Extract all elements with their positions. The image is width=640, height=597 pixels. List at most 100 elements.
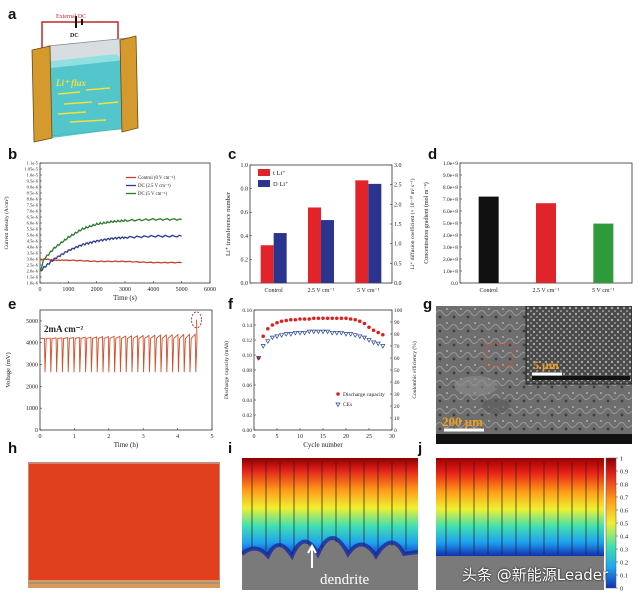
y2-tick-label: 3.0 bbox=[394, 163, 402, 169]
x-tick-label: Control bbox=[479, 288, 498, 294]
legend-label-0: Control (0 V cm⁻¹) bbox=[138, 175, 175, 181]
x-tick-label: 2 bbox=[107, 434, 110, 440]
panel-label-h: h bbox=[8, 440, 18, 457]
plot-frame bbox=[39, 309, 213, 431]
capacity-point bbox=[270, 323, 275, 327]
sem-inset bbox=[525, 305, 633, 385]
dendrite-field-sim: dendrite bbox=[240, 458, 419, 590]
colorbar-tick-label: 0.7 bbox=[620, 495, 629, 502]
y-tick-label: 1.0e-6 bbox=[27, 281, 39, 286]
legend-swatch-1 bbox=[258, 180, 270, 187]
left-electrode bbox=[31, 45, 53, 143]
y-axis-label: Li⁺ transference number bbox=[225, 191, 232, 256]
y-tick-label: 3.0e-6 bbox=[27, 257, 39, 262]
legend-label-1: D Li⁺ bbox=[273, 181, 289, 188]
x-tick-label: 15 bbox=[320, 434, 326, 440]
panel-label-i: i bbox=[228, 440, 233, 457]
colorbar-tick-label: 0.4 bbox=[620, 534, 629, 541]
y-tick-label: 5.5e-6 bbox=[27, 227, 39, 232]
y-tick-label: 8.0e+8 bbox=[443, 185, 458, 191]
y-tick-label: 2.0e-6 bbox=[27, 269, 39, 274]
sim-gradient bbox=[436, 458, 604, 556]
flux-arrows bbox=[57, 87, 119, 123]
capacity-point bbox=[381, 332, 385, 337]
capacity-point bbox=[321, 316, 325, 321]
x-tick-label: 5000 bbox=[176, 287, 188, 293]
bar-1 bbox=[536, 203, 556, 283]
ce-point bbox=[320, 329, 326, 335]
ce-point bbox=[329, 330, 335, 336]
li-flux-label: Li⁺ flux bbox=[55, 78, 87, 88]
capacity-point bbox=[261, 334, 265, 339]
zoom-region-box bbox=[485, 343, 513, 367]
y-tick-label: 0.10 bbox=[242, 353, 252, 359]
x-tick-label: 5 bbox=[276, 434, 279, 440]
y2-axis-label: Li⁺ diffusion coefficient (× 10⁻¹⁰ m² s⁻… bbox=[409, 178, 416, 269]
inset-scale-label: 5 μm bbox=[533, 358, 559, 372]
ce-point bbox=[255, 356, 262, 361]
y-tick-label: 1.5e-6 bbox=[27, 275, 39, 280]
y-tick-label: 0.4 bbox=[241, 234, 249, 240]
colorbar-tick-label: 0.8 bbox=[620, 482, 628, 489]
y-tick-label: 0.0 bbox=[241, 281, 249, 287]
y-tick-label: 1.0e+9 bbox=[443, 161, 458, 167]
capacity-point bbox=[307, 317, 311, 321]
y2-tick-label: 0.0 bbox=[394, 281, 402, 287]
ce-point bbox=[375, 341, 381, 347]
y2-tick-label: 100 bbox=[394, 308, 403, 314]
x-tick-label: 5 V cm⁻¹ bbox=[357, 288, 380, 294]
colorbar-svg: 1 0.9 0.8 0.7 0.6 0.5 0.4 0.3 0.2 0.1 0 bbox=[605, 456, 629, 593]
y-tick-label: 3.0e+8 bbox=[443, 245, 458, 251]
legend-label-1: CEs bbox=[343, 402, 352, 408]
y2-tick-label: 80 bbox=[394, 332, 400, 338]
ce-point bbox=[315, 329, 322, 335]
panel-g-sem: 5 μm 200 μm bbox=[436, 305, 633, 444]
ce-point bbox=[352, 333, 358, 338]
panel-label-b: b bbox=[8, 146, 18, 163]
ce-point bbox=[380, 344, 386, 349]
capacity-point bbox=[293, 317, 298, 322]
legend-swatch-1 bbox=[335, 402, 341, 408]
legend-swatch-0 bbox=[258, 169, 270, 176]
current-density-annotation: 2mA cm⁻² bbox=[44, 324, 83, 334]
x-tick-label: 1000 bbox=[62, 287, 74, 293]
capacity-point bbox=[325, 316, 330, 321]
y-tick-label: 3000 bbox=[26, 363, 38, 369]
sem-feature bbox=[482, 398, 510, 414]
field-lines bbox=[251, 462, 407, 550]
x-tick-label: 10 bbox=[297, 434, 303, 440]
panel-label-a: a bbox=[8, 6, 17, 23]
sim-field bbox=[29, 464, 219, 582]
panel-a-illustration: External DC DC Li⁺ flux bbox=[20, 10, 150, 148]
ce-point bbox=[343, 332, 349, 337]
capacity-point bbox=[348, 317, 353, 321]
capacity-point bbox=[279, 319, 284, 324]
colorbar: 1 0.9 0.8 0.7 0.6 0.5 0.4 0.3 0.2 0.1 0 bbox=[604, 456, 640, 593]
y2-tick-label: 0 bbox=[394, 428, 397, 434]
dendrite-edge bbox=[240, 536, 419, 561]
legend-label-0: t Li⁺ bbox=[273, 170, 286, 177]
capacity-point bbox=[358, 319, 362, 324]
bar-t-li bbox=[355, 180, 369, 283]
panel-j-sim bbox=[436, 458, 604, 590]
x-tick-label: Control bbox=[264, 288, 283, 294]
concentration-chart: 0.0 1.0e+8 2.0e+8 3.0e+8 4.0e+8 5.0e+8 6.0e+8 7… bbox=[423, 161, 633, 294]
y-tick-label: 4.0e+8 bbox=[443, 233, 458, 239]
sem-image: 5 μm 200 μm bbox=[436, 305, 633, 444]
y-axis-label: Voltage (mV) bbox=[5, 352, 12, 387]
uniform-field-sim bbox=[28, 462, 220, 588]
x-tick-label: 20 bbox=[343, 434, 349, 440]
panel-i-sim: dendrite bbox=[240, 458, 419, 590]
sim-base bbox=[436, 556, 604, 590]
bar-d-li bbox=[273, 233, 287, 283]
main-scale-label: 200 μm bbox=[442, 414, 483, 429]
series-line-1 bbox=[39, 234, 182, 272]
ce-point bbox=[338, 330, 345, 336]
ce-point bbox=[292, 330, 299, 336]
y-tick-label: 7.5e-6 bbox=[27, 203, 39, 208]
panel-label-j: j bbox=[418, 440, 423, 457]
y2-tick-label: 60 bbox=[394, 356, 400, 362]
voltage-line bbox=[39, 319, 198, 373]
bar-t-li bbox=[308, 207, 321, 283]
y-tick-label: 0.04 bbox=[242, 398, 252, 404]
